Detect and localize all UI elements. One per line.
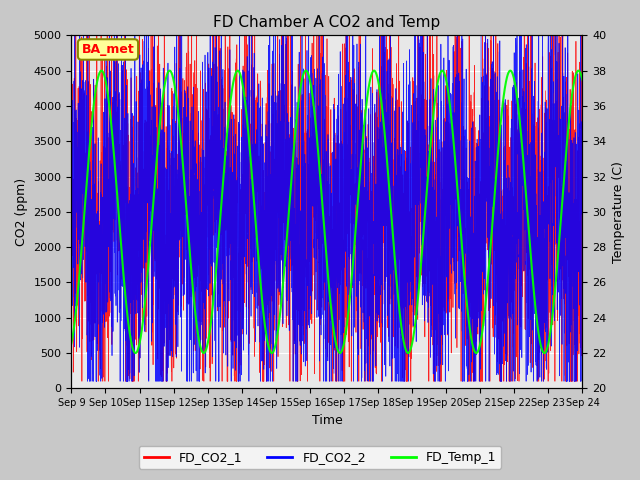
Y-axis label: Temperature (C): Temperature (C) <box>612 161 625 263</box>
Title: FD Chamber A CO2 and Temp: FD Chamber A CO2 and Temp <box>213 15 440 30</box>
Y-axis label: CO2 (ppm): CO2 (ppm) <box>15 178 28 246</box>
X-axis label: Time: Time <box>312 414 342 427</box>
Legend: FD_CO2_1, FD_CO2_2, FD_Temp_1: FD_CO2_1, FD_CO2_2, FD_Temp_1 <box>139 446 501 469</box>
Text: BA_met: BA_met <box>82 43 134 56</box>
